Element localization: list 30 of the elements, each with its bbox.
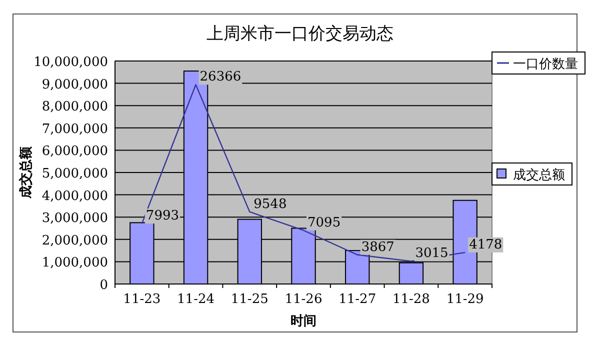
y-tick-label: 9,000,000 xyxy=(42,77,108,92)
data-label: 7993 xyxy=(146,208,180,224)
x-tick-label: 11-26 xyxy=(284,292,322,307)
y-tick-label: 8,000,000 xyxy=(42,100,108,115)
y-tick-label: 5,000,000 xyxy=(42,166,108,182)
data-label: 3867 xyxy=(361,240,394,255)
data-label: 4178 xyxy=(469,237,502,252)
x-tick-label: 11-27 xyxy=(338,292,376,307)
y-axis-title: 成交总额 xyxy=(18,146,34,200)
chart-title: 上周米市一口价交易动态 xyxy=(206,24,394,44)
x-tick-label: 11-28 xyxy=(392,292,430,307)
legend-label: 一口价数量 xyxy=(513,57,578,72)
y-tick-label: 6,000,000 xyxy=(42,144,108,160)
y-tick-label: 2,000,000 xyxy=(42,233,108,248)
x-tick-label: 11-23 xyxy=(123,292,161,307)
y-tick-label: 7,000,000 xyxy=(42,122,108,137)
y-tick-label: 1,000,000 xyxy=(42,256,108,271)
data-label: 7095 xyxy=(308,215,341,230)
y-tick-label: 0 xyxy=(100,278,108,293)
data-label: 9548 xyxy=(254,196,287,212)
x-tick-label: 11-29 xyxy=(446,292,484,307)
data-label: 3015 xyxy=(415,246,448,262)
x-tick-label: 11-25 xyxy=(230,292,268,307)
data-label: 26366 xyxy=(200,70,242,85)
x-axis-title: 时间 xyxy=(290,314,316,329)
legend-label: 成交总额 xyxy=(513,167,565,183)
y-tick-label: 10,000,000 xyxy=(34,55,108,70)
y-tick-label: 3,000,000 xyxy=(42,211,108,226)
x-tick-label: 11-24 xyxy=(177,292,215,307)
y-tick-label: 4,000,000 xyxy=(42,188,108,204)
